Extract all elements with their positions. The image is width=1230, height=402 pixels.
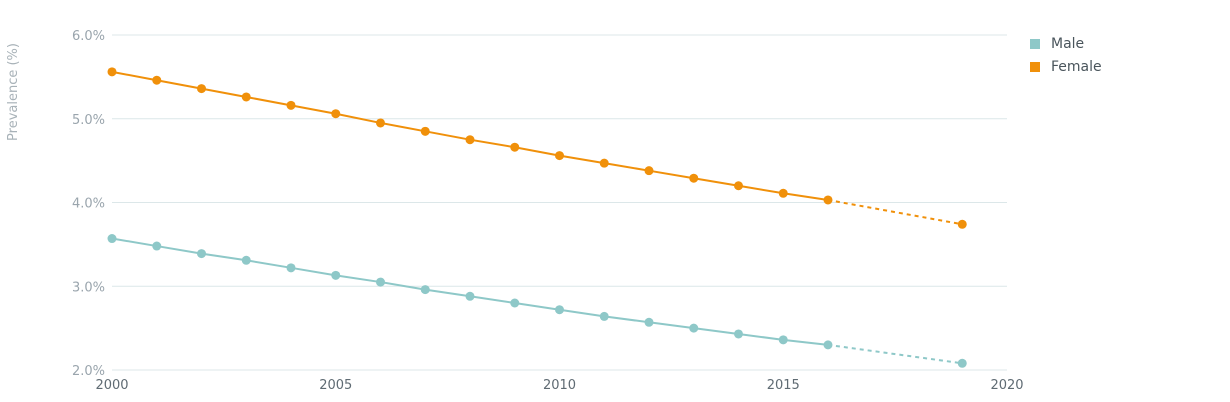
y-tick-label: 5.0% bbox=[72, 113, 105, 128]
data-point-male[interactable] bbox=[644, 317, 654, 327]
data-point-male[interactable] bbox=[823, 340, 833, 350]
x-tick-label: 2000 bbox=[95, 378, 128, 393]
x-tick-label: 2010 bbox=[543, 378, 576, 393]
projection-point-male[interactable] bbox=[957, 358, 967, 368]
grid-lines bbox=[112, 34, 1007, 371]
y-tick-label: 4.0% bbox=[72, 197, 105, 212]
data-point-female[interactable] bbox=[241, 92, 251, 102]
data-point-male[interactable] bbox=[734, 329, 743, 339]
data-point-female[interactable] bbox=[778, 188, 788, 198]
data-point-female[interactable] bbox=[555, 151, 564, 161]
data-point-female[interactable] bbox=[465, 135, 475, 145]
y-tick-label: 6.0% bbox=[72, 29, 105, 44]
data-point-male[interactable] bbox=[152, 241, 162, 251]
x-axis-ticks: 2000 2005 2010 2015 2020 bbox=[95, 378, 1023, 393]
legend-label-female[interactable]: Female bbox=[1051, 59, 1102, 75]
data-point-female[interactable] bbox=[376, 118, 385, 128]
x-tick-label: 2020 bbox=[990, 378, 1023, 393]
y-axis-ticks: 2.0% 3.0% 4.0% 5.0% 6.0% bbox=[72, 29, 105, 379]
data-point-female[interactable] bbox=[510, 142, 520, 152]
series-male bbox=[107, 234, 967, 368]
data-point-male[interactable] bbox=[286, 263, 296, 273]
data-point-male[interactable] bbox=[555, 305, 564, 315]
data-point-female[interactable] bbox=[823, 195, 833, 205]
data-point-male[interactable] bbox=[599, 311, 609, 321]
data-point-male[interactable] bbox=[197, 249, 206, 259]
legend-swatch-male bbox=[1030, 39, 1040, 49]
x-tick-label: 2005 bbox=[319, 378, 352, 393]
y-tick-label: 2.0% bbox=[72, 364, 105, 379]
legend-swatch-female bbox=[1030, 62, 1040, 72]
data-point-female[interactable] bbox=[107, 67, 117, 77]
data-point-female[interactable] bbox=[331, 109, 341, 119]
data-point-female[interactable] bbox=[599, 158, 609, 168]
projection-line-male bbox=[827, 343, 963, 365]
projection-point-female[interactable] bbox=[957, 219, 967, 229]
data-point-male[interactable] bbox=[510, 298, 520, 308]
projection-line-female bbox=[827, 199, 963, 226]
data-point-male[interactable] bbox=[420, 285, 430, 295]
data-point-female[interactable] bbox=[197, 84, 206, 94]
data-point-male[interactable] bbox=[465, 291, 475, 301]
series-layer bbox=[107, 67, 967, 368]
y-tick-label: 3.0% bbox=[72, 280, 105, 295]
data-point-female[interactable] bbox=[644, 166, 654, 176]
data-point-male[interactable] bbox=[778, 335, 788, 345]
data-point-female[interactable] bbox=[734, 181, 743, 191]
data-point-female[interactable] bbox=[152, 75, 162, 85]
data-point-female[interactable] bbox=[689, 173, 699, 183]
y-axis-label: Prevalence (%) bbox=[6, 43, 21, 141]
data-point-male[interactable] bbox=[689, 323, 699, 333]
data-point-male[interactable] bbox=[241, 255, 251, 265]
x-tick-label: 2015 bbox=[767, 378, 800, 393]
data-point-male[interactable] bbox=[107, 234, 117, 244]
legend-label-male[interactable]: Male bbox=[1051, 36, 1084, 52]
series-female bbox=[107, 67, 967, 229]
data-point-male[interactable] bbox=[331, 270, 341, 280]
data-point-female[interactable] bbox=[420, 126, 430, 136]
data-point-male[interactable] bbox=[376, 277, 385, 287]
legend: Male Female bbox=[1030, 36, 1102, 75]
data-point-female[interactable] bbox=[286, 100, 296, 110]
series-line-male bbox=[111, 237, 829, 346]
